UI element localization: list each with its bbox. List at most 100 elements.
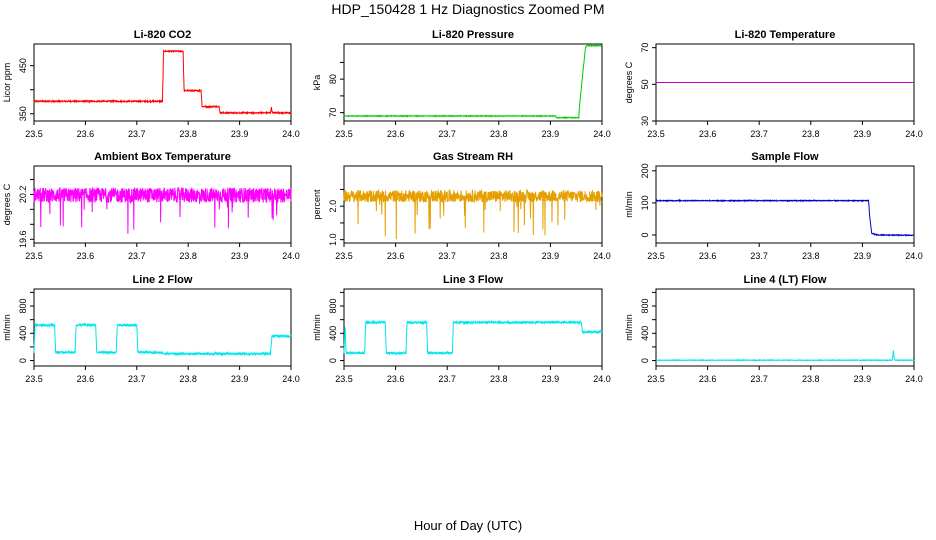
x-tick-label: 24.0 bbox=[282, 374, 300, 384]
chart-panel: Li-820 CO2 Licor ppm 23.5 23.6 23.7 23.8 23.9 2… bbox=[2, 29, 300, 139]
y-tick-label: 0 bbox=[18, 358, 28, 363]
y-axis-label: kPa bbox=[312, 75, 322, 91]
y-tick-label: 19.6 bbox=[18, 230, 28, 248]
x-axis-title: Hour of Day (UTC) bbox=[413, 518, 523, 533]
chart-title: Line 4 (LT) Flow bbox=[744, 274, 827, 286]
x-tick-label: 23.6 bbox=[387, 251, 405, 261]
y-tick-label: 50 bbox=[640, 79, 650, 89]
x-tick-label: 24.0 bbox=[282, 251, 300, 261]
y-tick-label: 400 bbox=[640, 326, 650, 341]
y-tick-label: 800 bbox=[18, 299, 28, 314]
y-tick-label: 1.0 bbox=[328, 233, 338, 246]
y-axis-label: ml/min bbox=[624, 191, 634, 218]
y-tick-label: 0 bbox=[640, 232, 650, 237]
y-tick-label: 800 bbox=[640, 299, 650, 314]
x-tick-label: 23.9 bbox=[542, 129, 560, 139]
x-tick-label: 23.5 bbox=[647, 374, 665, 384]
y-axis-label: degrees C bbox=[624, 61, 634, 103]
y-tick-label: 0 bbox=[640, 358, 650, 363]
y-axis-label: percent bbox=[312, 189, 322, 220]
chart-title: Li-820 CO2 bbox=[134, 29, 191, 41]
plot-frame bbox=[655, 288, 915, 367]
series-line bbox=[343, 188, 603, 240]
plot-frame bbox=[343, 43, 603, 122]
y-tick-label: 20.2 bbox=[18, 186, 28, 204]
y-tick-label: 800 bbox=[328, 299, 338, 314]
x-tick-label: 24.0 bbox=[282, 129, 300, 139]
y-tick-label: 0 bbox=[328, 358, 338, 363]
x-tick-label: 23.9 bbox=[854, 374, 872, 384]
y-tick-label: 350 bbox=[18, 106, 28, 121]
y-tick-label: 100 bbox=[640, 195, 650, 210]
series-line bbox=[655, 198, 914, 238]
x-tick-label: 23.6 bbox=[77, 129, 95, 139]
x-tick-label: 23.5 bbox=[335, 374, 353, 384]
x-tick-label: 23.7 bbox=[750, 129, 768, 139]
x-tick-label: 24.0 bbox=[593, 374, 611, 384]
x-tick-label: 23.5 bbox=[335, 251, 353, 261]
x-tick-label: 23.6 bbox=[699, 251, 717, 261]
chart-panel: Li-820 Temperature degrees C 23.5 23.6 23.7 2… bbox=[624, 29, 923, 139]
series-line bbox=[343, 319, 603, 356]
chart-title: Sample Flow bbox=[751, 151, 819, 163]
chart-title: Ambient Box Temperature bbox=[94, 151, 231, 163]
chart-panel: Ambient Box Temperature degrees C 23.5 23.6… bbox=[2, 151, 300, 261]
y-tick-label: 70 bbox=[328, 108, 338, 118]
x-tick-label: 23.7 bbox=[128, 251, 146, 261]
plot-frame bbox=[33, 165, 292, 244]
x-tick-label: 23.5 bbox=[25, 129, 43, 139]
x-tick-label: 23.9 bbox=[231, 374, 249, 384]
chart-title: Line 2 Flow bbox=[133, 274, 193, 286]
y-tick-label: 200 bbox=[640, 163, 650, 178]
chart-panel: Line 4 (LT) Flow ml/min 23.5 23.6 23.7 23.8 23… bbox=[624, 274, 923, 384]
chart-title: Li-820 Temperature bbox=[735, 29, 836, 41]
x-tick-label: 23.8 bbox=[179, 374, 197, 384]
x-tick-label: 24.0 bbox=[593, 129, 611, 139]
chart-title: Line 3 Flow bbox=[443, 274, 503, 286]
x-tick-label: 23.9 bbox=[854, 251, 872, 261]
chart-title: Li-820 Pressure bbox=[432, 29, 514, 41]
x-tick-label: 23.6 bbox=[77, 251, 95, 261]
y-axis-label: Licor ppm bbox=[2, 63, 12, 103]
y-tick-label: 70 bbox=[640, 43, 650, 53]
series-line bbox=[655, 350, 915, 362]
x-tick-label: 23.7 bbox=[128, 129, 146, 139]
x-tick-label: 23.9 bbox=[542, 374, 560, 384]
y-tick-label: 400 bbox=[18, 326, 28, 341]
plot-frame bbox=[33, 43, 292, 122]
y-axis-label: ml/min bbox=[2, 314, 12, 341]
x-tick-label: 23.9 bbox=[542, 251, 560, 261]
page-title: HDP_150428 1 Hz Diagnostics Zoomed PM bbox=[331, 1, 605, 17]
y-tick-label: 400 bbox=[328, 326, 338, 341]
x-tick-label: 23.7 bbox=[128, 374, 146, 384]
y-axis-label: ml/min bbox=[624, 314, 634, 341]
series-line bbox=[33, 322, 292, 357]
chart-panel: Gas Stream RH percent 23.5 23.6 23.7 23.8 23.9… bbox=[312, 151, 611, 261]
y-tick-label: 30 bbox=[640, 116, 650, 126]
x-tick-label: 23.8 bbox=[802, 374, 820, 384]
y-axis-label: ml/min bbox=[312, 314, 322, 341]
x-tick-label: 23.5 bbox=[335, 129, 353, 139]
x-tick-label: 23.5 bbox=[647, 129, 665, 139]
x-tick-label: 23.6 bbox=[699, 129, 717, 139]
x-tick-label: 23.8 bbox=[490, 374, 508, 384]
plot-frame bbox=[343, 165, 603, 244]
x-tick-label: 23.8 bbox=[802, 129, 820, 139]
x-tick-label: 23.6 bbox=[77, 374, 95, 384]
x-tick-label: 23.5 bbox=[25, 374, 43, 384]
x-tick-label: 23.7 bbox=[750, 251, 768, 261]
x-tick-label: 23.8 bbox=[179, 251, 197, 261]
x-tick-label: 23.9 bbox=[231, 251, 249, 261]
plot-frame bbox=[343, 288, 603, 367]
x-tick-label: 23.8 bbox=[490, 129, 508, 139]
x-tick-label: 24.0 bbox=[905, 374, 923, 384]
x-tick-label: 23.9 bbox=[231, 129, 249, 139]
x-tick-label: 23.5 bbox=[25, 251, 43, 261]
y-axis-label: degrees C bbox=[2, 183, 12, 225]
x-tick-label: 23.7 bbox=[438, 251, 456, 261]
x-tick-label: 23.8 bbox=[179, 129, 197, 139]
y-tick-label: 450 bbox=[18, 58, 28, 73]
y-tick-label: 80 bbox=[328, 74, 338, 84]
x-tick-label: 24.0 bbox=[905, 129, 923, 139]
